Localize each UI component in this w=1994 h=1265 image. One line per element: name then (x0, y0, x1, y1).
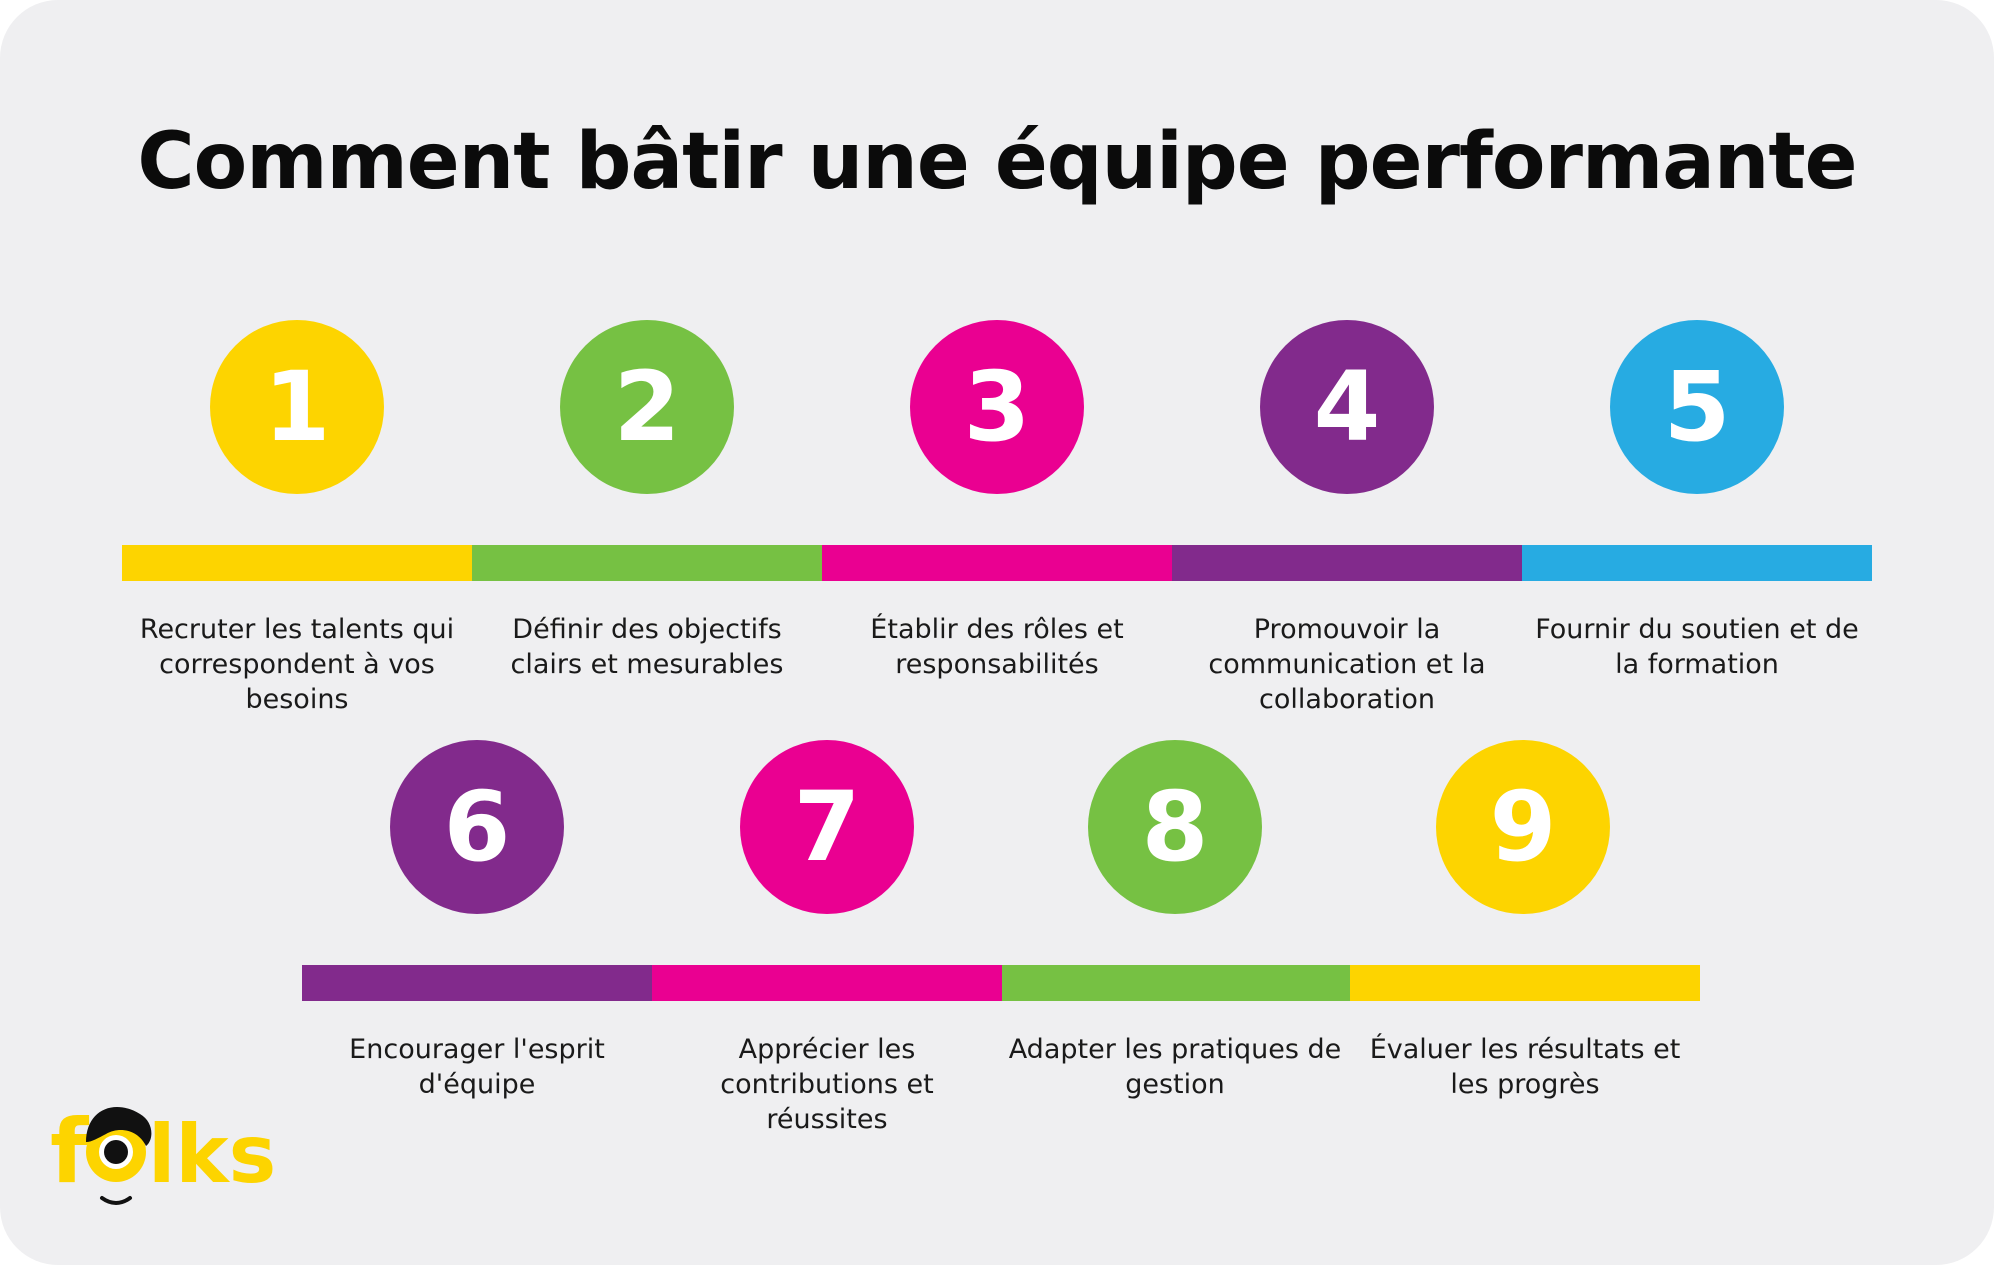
step-9-label: Évaluer les résultats et les progrès (1369, 1034, 1681, 1100)
step-9-number: 9 (1489, 771, 1557, 883)
step-9-circle: 9 (1436, 740, 1610, 914)
step-3-circle: 3 (910, 320, 1084, 494)
step-1-number: 1 (263, 351, 331, 463)
step-7-label: Apprécier les contributions et réussites (720, 1034, 934, 1135)
step-5-circle: 5 (1610, 320, 1784, 494)
logo-letter-f: f (50, 1100, 90, 1203)
step-7-circle: 7 (740, 740, 914, 914)
step-7-number: 7 (793, 771, 861, 883)
step-1-circle: 1 (210, 320, 384, 494)
logo-letters-lks: lks (148, 1108, 276, 1201)
step-5-label: Fournir du soutien et de la formation (1535, 614, 1859, 680)
step-2-circle: 2 (560, 320, 734, 494)
folks-logo: f lks (50, 1100, 276, 1205)
step-1-bar (122, 545, 472, 581)
step-8-label: Adapter les pratiques de gestion (1008, 1034, 1342, 1100)
step-5-number: 5 (1663, 351, 1731, 463)
logo-smile (100, 1196, 132, 1205)
step-8-circle: 8 (1088, 740, 1262, 914)
step-6-bar (302, 965, 652, 1001)
step-3-number: 3 (963, 351, 1031, 463)
step-6-label: Encourager l'esprit d'équipe (349, 1034, 605, 1100)
logo-hair (86, 1106, 152, 1146)
step-4-number: 4 (1313, 351, 1381, 463)
step-8-number: 8 (1141, 771, 1209, 883)
step-7-bar (652, 965, 1002, 1001)
step-2-label: Définir des objectifs clairs et mesurabl… (510, 614, 784, 680)
step-3-bar (822, 545, 1172, 581)
step-6-circle: 6 (390, 740, 564, 914)
step-3-label: Établir des rôles et responsabilités (870, 614, 1124, 680)
logo-pupil (104, 1140, 128, 1164)
step-2-bar (472, 545, 822, 581)
step-4-bar (1172, 545, 1522, 581)
page-title: Comment bâtir une équipe performante (137, 117, 1857, 207)
step-1-label: Recruter les talents qui correspondent à… (139, 614, 455, 715)
step-6-number: 6 (443, 771, 511, 883)
step-4-label: Promouvoir la communication et la collab… (1208, 614, 1486, 715)
step-8-bar (1002, 965, 1350, 1001)
step-9-bar (1350, 965, 1700, 1001)
step-2-number: 2 (613, 351, 681, 463)
step-5-bar (1522, 545, 1872, 581)
step-4-circle: 4 (1260, 320, 1434, 494)
